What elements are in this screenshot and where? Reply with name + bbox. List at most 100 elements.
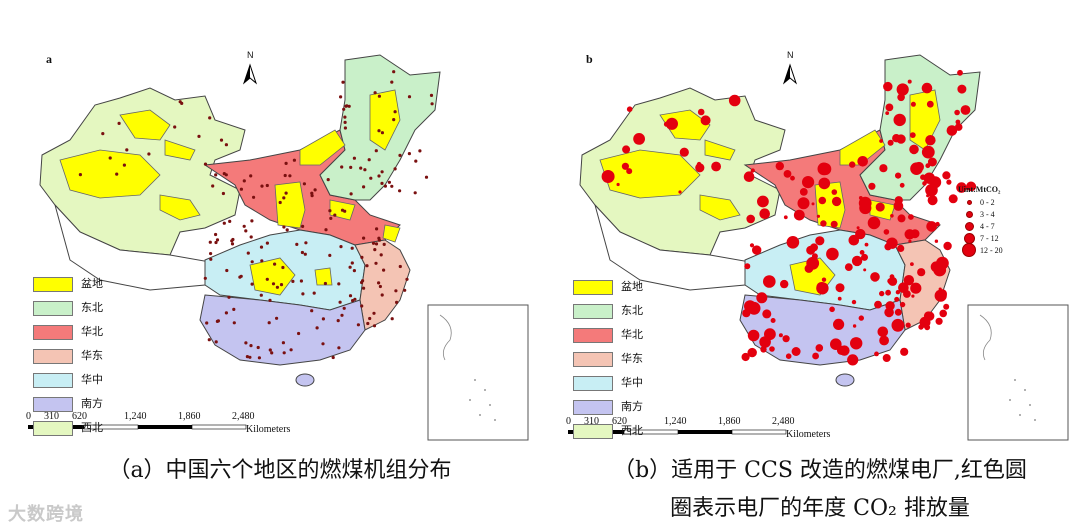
legend-item-3-a: 华东 [33, 344, 103, 368]
inset-coastline-a [439, 314, 452, 361]
size-class-0: 0 - 2 [958, 196, 1003, 208]
plant-marker [242, 224, 246, 228]
plant-marker [372, 311, 376, 315]
plant-marker [230, 239, 234, 243]
plant-marker [197, 134, 201, 138]
plant-marker [790, 175, 795, 181]
plant-marker [934, 239, 939, 243]
plant-marker [934, 289, 947, 302]
plant-marker [665, 117, 678, 130]
plant-marker [697, 108, 705, 116]
size-dot [963, 232, 975, 244]
plant-marker [786, 236, 800, 249]
plant-marker [616, 182, 620, 187]
hainan-island [835, 373, 855, 387]
plant-marker [359, 166, 363, 170]
plant-marker [861, 253, 868, 261]
plant-marker [373, 91, 377, 95]
plant-marker [879, 164, 888, 173]
plant-marker [224, 311, 228, 315]
plant-marker [935, 317, 943, 325]
plant-marker [291, 279, 295, 283]
plant-marker [275, 285, 279, 289]
plant-marker [711, 161, 721, 172]
plant-marker [326, 178, 330, 182]
plant-marker [282, 225, 286, 229]
plant-marker [295, 242, 299, 246]
plant-marker [896, 83, 909, 96]
plant-marker [948, 194, 958, 204]
plant-marker [847, 354, 859, 366]
plant-marker [349, 192, 353, 196]
plant-marker [328, 253, 332, 257]
plant-marker [302, 182, 306, 186]
plant-marker [414, 159, 418, 163]
plant-marker [285, 228, 289, 232]
south-china-sea-inset-b [967, 304, 1069, 441]
plant-marker [259, 293, 263, 297]
plant-marker [830, 220, 838, 228]
plant-marker [780, 279, 789, 289]
plant-marker [763, 275, 776, 288]
plant-marker [889, 274, 895, 280]
plant-marker [891, 318, 905, 332]
plant-marker [301, 224, 305, 228]
scale-tick-2-b: 620 [612, 416, 627, 427]
plant-marker [424, 175, 429, 179]
plant-marker [908, 214, 914, 220]
legend-label: 盆地 [621, 280, 643, 293]
ccs-plant-markers-b [601, 69, 977, 366]
plant-marker [214, 232, 218, 237]
plant-marker [374, 242, 379, 246]
plant-marker [284, 191, 288, 195]
plant-marker [356, 323, 360, 327]
plant-marker [281, 341, 285, 345]
plant-marker [955, 119, 961, 125]
plant-marker [377, 129, 381, 133]
plant-marker [848, 234, 860, 246]
size-class-label: 3 - 4 [980, 209, 995, 219]
plant-marker [879, 290, 885, 297]
plant-marker [910, 101, 916, 107]
plant-marker [966, 181, 976, 192]
plant-marker [230, 242, 235, 246]
plant-marker [360, 255, 364, 259]
plant-marker [899, 301, 906, 308]
legend-swatch [573, 327, 613, 343]
plant-marker [778, 333, 783, 338]
plant-marker [328, 209, 332, 213]
caption-b-line1: （b）适用于 CCS 改造的燃煤电厂,红色圆 [613, 458, 1027, 483]
plant-marker [387, 180, 391, 184]
plant-marker [268, 298, 272, 302]
plant-marker [329, 216, 333, 220]
legend-label: 华中 [81, 373, 103, 386]
plant-marker [338, 300, 342, 304]
plant-marker [337, 346, 341, 350]
plant-marker [108, 156, 112, 160]
plant-marker [875, 202, 885, 212]
plant-marker [331, 355, 335, 360]
plant-marker [762, 309, 772, 319]
plant-marker [324, 228, 328, 232]
plant-marker [759, 208, 770, 219]
plant-marker [371, 241, 376, 245]
plant-marker [747, 329, 760, 342]
emission-size-legend: Uint:MtCO₂ 0 - 2 3 - 4 4 - 7 7 - 12 12 - 20 [958, 185, 1003, 257]
panel-letter-a: a [46, 52, 52, 66]
plant-marker [321, 317, 325, 321]
plant-marker [300, 250, 304, 255]
plant-marker [342, 107, 346, 111]
plant-marker [249, 174, 253, 178]
legend-label: 南方 [621, 400, 643, 413]
plant-marker [700, 115, 711, 126]
plant-marker [943, 303, 950, 310]
china-map-a [28, 54, 529, 441]
plant-marker [117, 121, 121, 125]
plant-marker [369, 176, 373, 180]
plant-marker [312, 291, 316, 295]
plant-marker [793, 209, 805, 221]
plant-marker [208, 240, 212, 244]
plant-marker [938, 287, 942, 291]
plant-marker [900, 347, 909, 356]
plant-marker [215, 238, 220, 242]
